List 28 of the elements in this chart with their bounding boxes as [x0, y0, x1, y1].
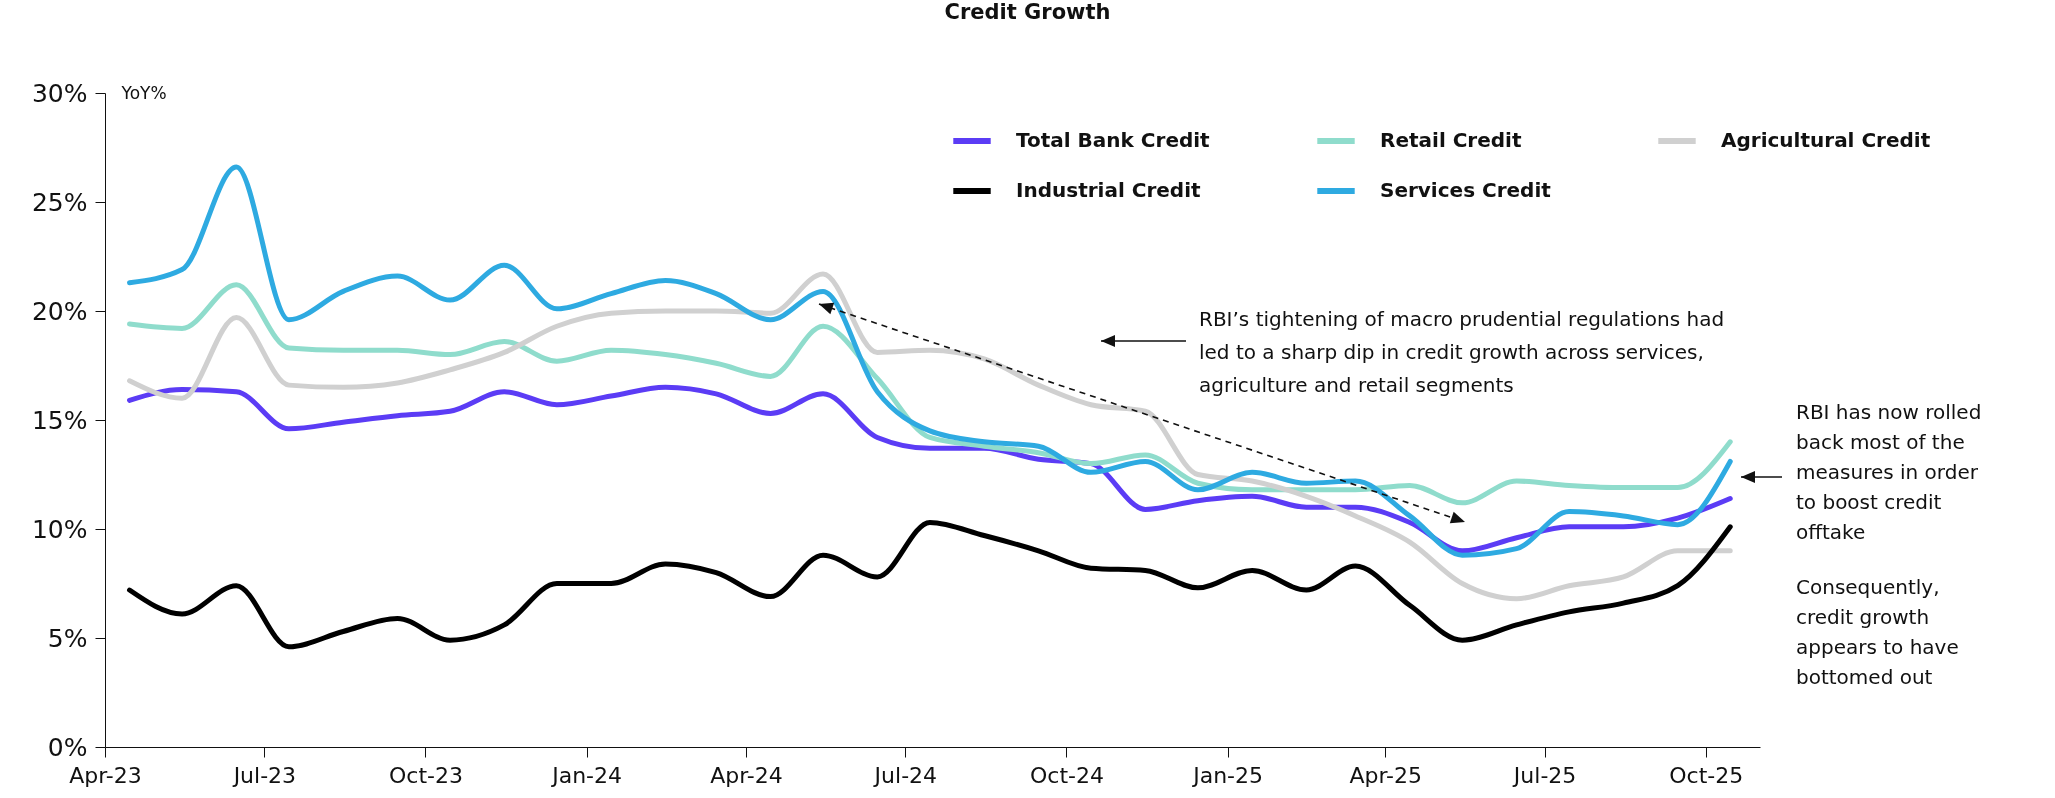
legend-label: Total Bank Credit	[1016, 128, 1211, 152]
x-tick-label: Oct-23	[389, 762, 463, 788]
text: RBI has now rolled back most of the measures in order to boost credit offtake	[1796, 400, 1982, 544]
annotation: RBI’s tightening of macro prudential regulations had led to a sharp dip in credit growth across services, agriculture and retail segments	[1199, 307, 1725, 397]
legend-label: Industrial Credit	[1016, 178, 1202, 202]
y-tick-label: 10%	[31, 514, 88, 544]
legend-label: Agricultural Credit	[1721, 128, 1931, 152]
x-tick-label: Jul-23	[231, 762, 297, 788]
x-tick-label: Oct-24	[1029, 762, 1104, 788]
x-tick-label: Jan-24	[550, 762, 623, 788]
y-tick-label: 30%	[31, 78, 88, 108]
y-tick-label: 20%	[31, 296, 88, 326]
y-tick-label: 0%	[47, 732, 88, 762]
x-tick-label: Apr-24	[710, 762, 783, 788]
legend-label: Retail Credit	[1380, 128, 1522, 152]
y-tick-label: 5%	[47, 623, 88, 653]
text: Consequently, credit growth appears to have bottomed out	[1796, 575, 1959, 689]
chart-title: Credit Growth	[944, 0, 1111, 24]
x-tick-label: Jul-24	[872, 762, 938, 788]
x-tick-label: Apr-23	[69, 762, 142, 788]
x-tick-label: Jan-25	[1191, 762, 1264, 788]
y-axis-title: YoY%	[120, 82, 167, 103]
legend-label: Services Credit	[1380, 178, 1552, 202]
x-tick-label: Apr-25	[1349, 762, 1423, 788]
y-tick-label: 15%	[31, 405, 88, 435]
x-tick-label: Oct-25	[1669, 762, 1744, 788]
x-tick-label: Jul-25	[1511, 762, 1577, 788]
y-tick-label: 25%	[31, 187, 88, 217]
